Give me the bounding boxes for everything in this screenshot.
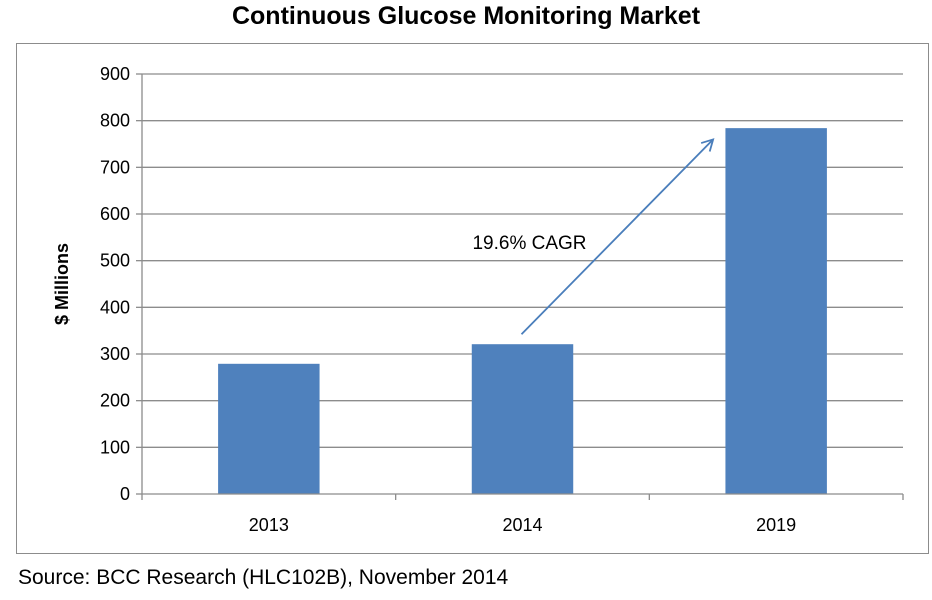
y-tick-label: 300 xyxy=(100,344,130,364)
y-tick-label: 400 xyxy=(100,297,130,317)
x-tick-label: 2019 xyxy=(756,515,796,535)
cagr-arrow xyxy=(520,138,715,335)
bar-2019 xyxy=(725,128,827,494)
y-tick-label: 100 xyxy=(100,437,130,457)
bars xyxy=(218,128,827,494)
y-tick-label: 600 xyxy=(100,204,130,224)
y-tick-label: 900 xyxy=(100,64,130,84)
chart-frame xyxy=(16,43,929,554)
chart-title: Continuous Glucose Monitoring Market xyxy=(231,2,701,30)
y-tick-label: 200 xyxy=(100,391,130,411)
y-tick-label: 500 xyxy=(100,251,130,271)
cagr-annotation: 19.6% CAGR xyxy=(472,138,715,335)
y-axis-label: $ Millions xyxy=(52,243,72,325)
y-tick-label: 800 xyxy=(100,111,130,131)
x-tick-label: 2014 xyxy=(502,515,542,535)
bar-2014 xyxy=(471,344,574,494)
axes xyxy=(136,73,904,500)
tick-labels: 0 100 200 300 400 500 600 700 800 900 2013 2014 2019 xyxy=(100,64,796,535)
y-tick-label: 700 xyxy=(100,157,130,177)
bar-2013 xyxy=(218,363,320,494)
cagr-label: 19.6% CAGR xyxy=(472,233,586,254)
source-note: Source: BCC Research (HLC102B), November… xyxy=(18,566,509,589)
x-tick-label: 2013 xyxy=(249,515,289,535)
y-tick-label: 0 xyxy=(120,484,130,504)
